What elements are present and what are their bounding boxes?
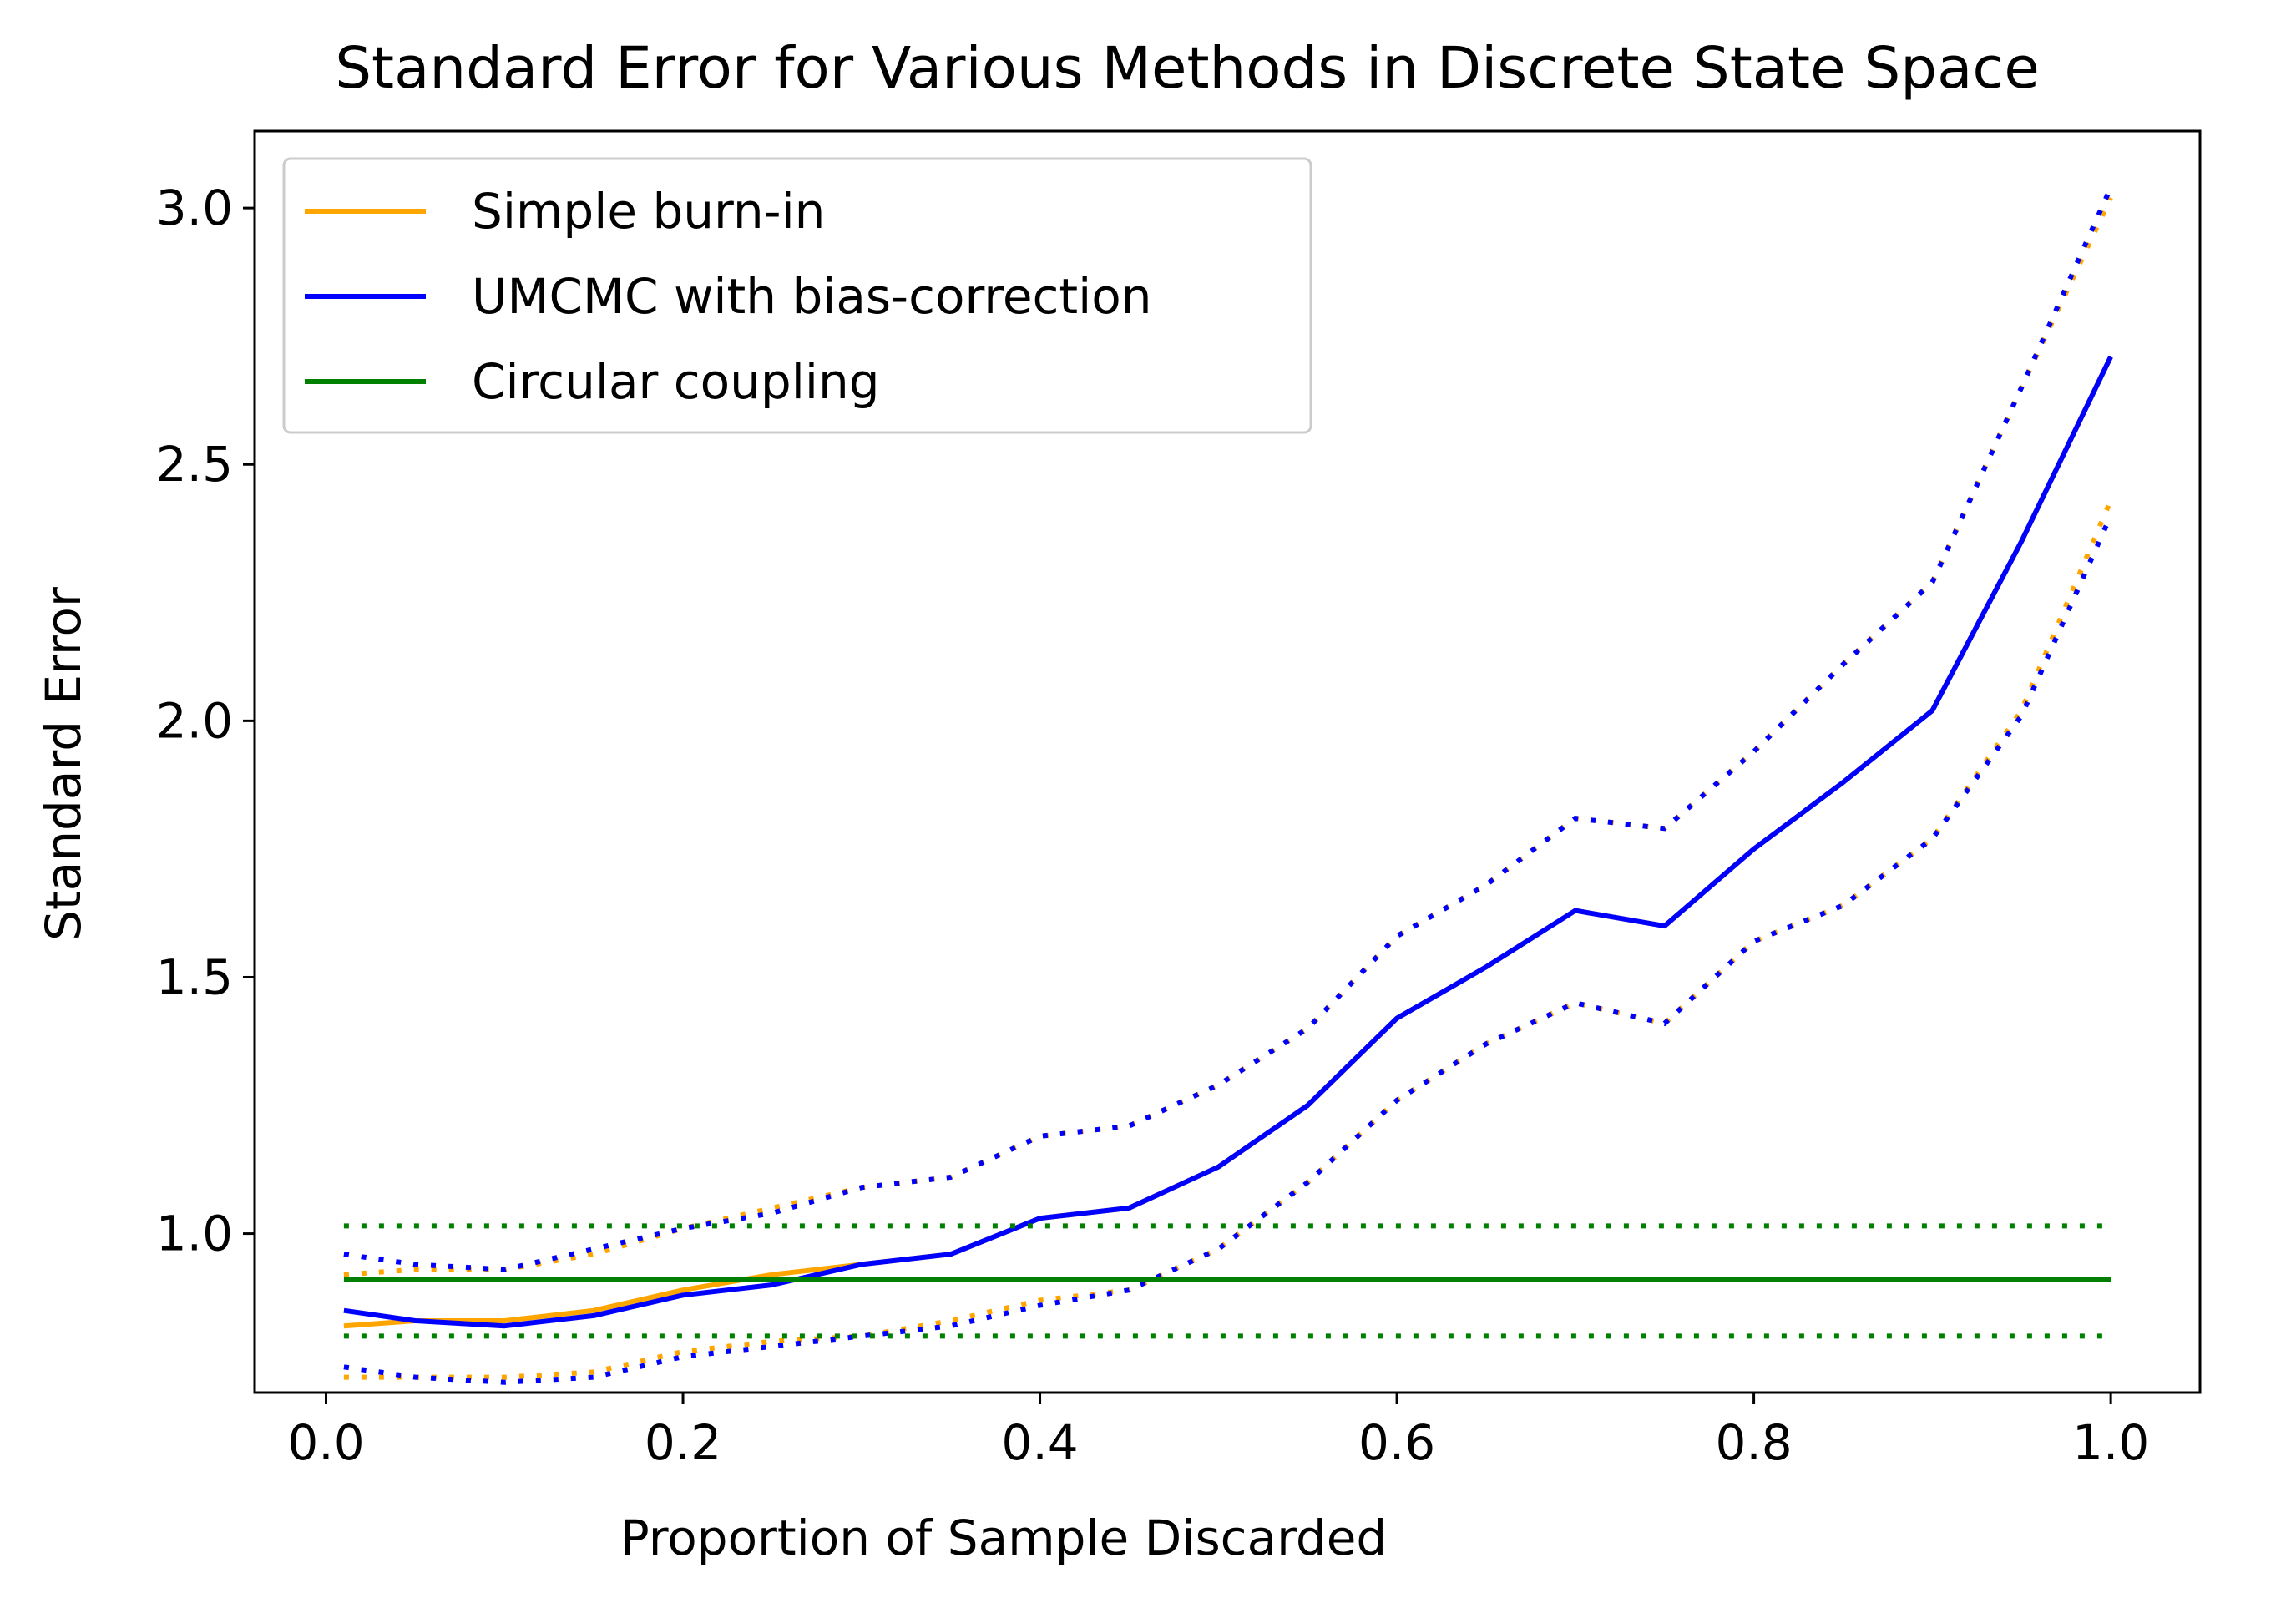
x-tick-label: 0.2 bbox=[645, 1414, 721, 1471]
legend-label-umcmc-with-bias-correction: UMCMC with bias-correction bbox=[472, 268, 1152, 325]
x-axis-label: Proportion of Sample Discarded bbox=[620, 1509, 1388, 1566]
x-axis: 0.0 0.2 0.4 0.6 0.8 1.0 bbox=[287, 1393, 2149, 1471]
y-axis: 1.0 1.5 2.0 2.5 3.0 bbox=[156, 180, 255, 1262]
legend-box bbox=[282, 157, 1312, 434]
series-simple-burn-in-line bbox=[343, 355, 2113, 1329]
plot-area bbox=[253, 129, 2202, 1394]
legend-label-circular-coupling: Circular coupling bbox=[472, 353, 880, 410]
legend: Simple burn-in UMCMC with bias-correction… bbox=[282, 157, 1312, 434]
x-tick-label: 1.0 bbox=[2072, 1414, 2149, 1471]
legend-label-simple-burn-in: Simple burn-in bbox=[472, 183, 825, 240]
x-tick-label: 0.6 bbox=[1358, 1414, 1435, 1471]
y-tick-label: 1.5 bbox=[156, 948, 233, 1005]
series-circular-coupling bbox=[343, 1223, 2111, 1339]
chart-title: Standard Error for Various Methods in Di… bbox=[335, 35, 2040, 102]
y-tick-label: 1.0 bbox=[156, 1206, 233, 1262]
series-umcmc-with-bias-correction bbox=[343, 186, 2113, 1385]
series-simple-burn-in-upper-bound bbox=[343, 196, 2113, 1277]
x-tick-label: 0.0 bbox=[287, 1414, 364, 1471]
x-tick-label: 0.8 bbox=[1715, 1414, 1792, 1471]
series-simple-burn-in-lower-bound bbox=[343, 499, 2113, 1380]
y-tick-label: 2.0 bbox=[156, 692, 233, 749]
y-tick-label: 3.0 bbox=[156, 180, 233, 236]
y-axis-label: Standard Error bbox=[35, 587, 92, 941]
series-umcmc-with-bias-correction-line bbox=[343, 355, 2113, 1329]
y-tick-label: 2.5 bbox=[156, 436, 233, 493]
plot-frame bbox=[253, 129, 2202, 1394]
series-umcmc-with-bias-correction-upper-bound bbox=[343, 186, 2113, 1272]
x-tick-label: 0.4 bbox=[1001, 1414, 1078, 1471]
series-umcmc-with-bias-correction-lower-bound bbox=[343, 514, 2113, 1385]
